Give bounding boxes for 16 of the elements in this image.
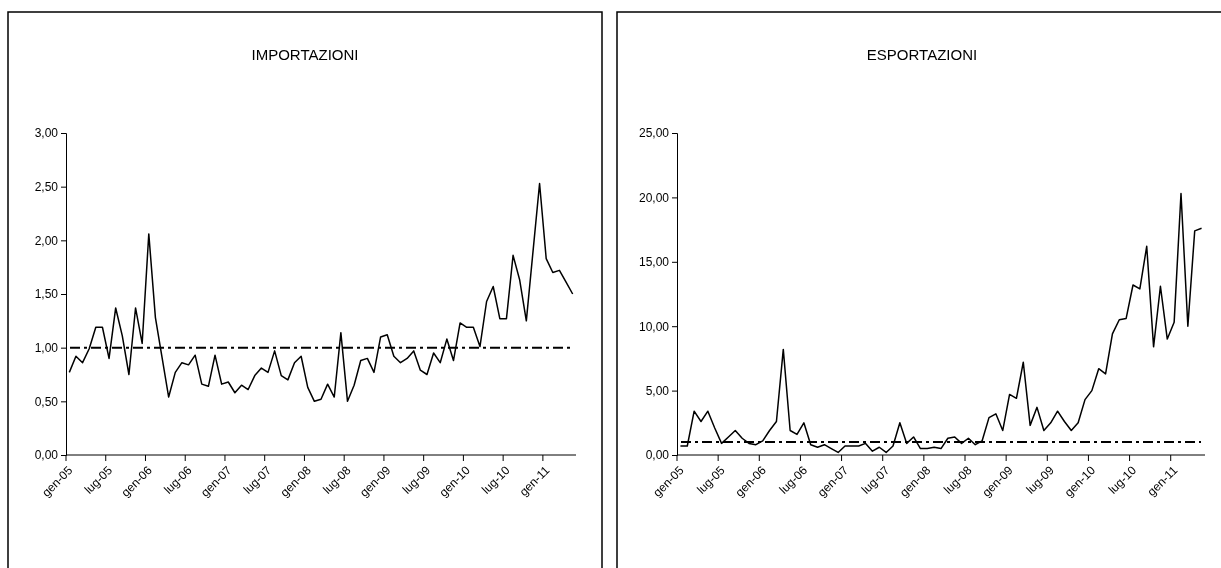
y-tick-label: 0,50 bbox=[34, 394, 59, 409]
y-tick-label: 1,50 bbox=[34, 287, 59, 302]
y-tick-label: 3,00 bbox=[34, 126, 59, 141]
y-tick-label: 10,00 bbox=[638, 319, 670, 334]
chart-title: IMPORTAZIONI bbox=[251, 46, 359, 63]
y-tick-label: 15,00 bbox=[638, 255, 670, 270]
y-tick-label: 5,00 bbox=[645, 383, 670, 398]
y-tick-label: 25,00 bbox=[638, 126, 670, 141]
y-tick-label: 1,00 bbox=[34, 341, 59, 356]
chart-title: ESPORTAZIONI bbox=[866, 46, 978, 63]
y-tick-label: 0,00 bbox=[34, 448, 59, 463]
y-tick-label: 2,00 bbox=[34, 233, 59, 248]
y-tick-label: 2,50 bbox=[34, 180, 59, 195]
line-series bbox=[68, 182, 574, 403]
y-tick-label: 0,00 bbox=[645, 448, 670, 463]
y-tick-label: 20,00 bbox=[638, 190, 670, 205]
